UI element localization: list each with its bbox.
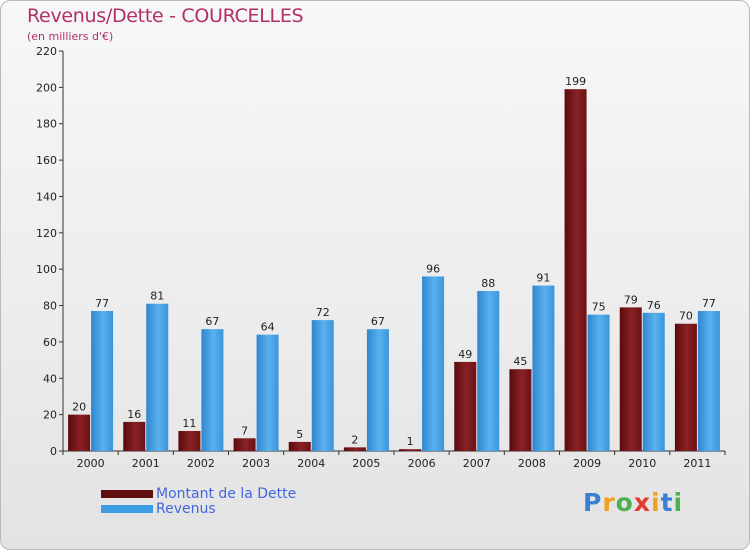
y-tick-label: 180 [36, 118, 57, 131]
legend-label-debt: Montant de la Dette [156, 486, 297, 502]
x-tick-label: 2000 [77, 457, 105, 470]
logo-letter: o [615, 488, 634, 517]
bar-revenue-2008 [532, 285, 555, 451]
value-label-revenue: 81 [150, 290, 164, 303]
y-tick-label: 20 [43, 409, 57, 422]
value-label-revenue: 88 [481, 277, 495, 290]
bar-revenue-2003 [256, 334, 279, 451]
x-tick-label: 2006 [408, 457, 436, 470]
value-label-debt: 49 [458, 348, 472, 361]
value-label-revenue: 77 [702, 297, 716, 310]
bar-revenue-2004 [311, 320, 334, 451]
x-tick-label: 2001 [132, 457, 160, 470]
value-label-debt: 7 [241, 424, 248, 437]
logo-letter: i [651, 488, 661, 517]
value-label-debt: 2 [351, 433, 358, 446]
y-tick-label: 220 [36, 45, 57, 58]
logo-letter: P [583, 488, 603, 517]
x-tick-label: 2005 [352, 457, 380, 470]
proxiti-logo[interactable]: Proxiti [583, 488, 683, 517]
y-tick-label: 200 [36, 81, 57, 94]
x-tick-label: 2003 [242, 457, 270, 470]
legend-swatch-debt [101, 490, 153, 498]
x-tick-label: 2011 [683, 457, 711, 470]
x-tick-label: 2002 [187, 457, 215, 470]
value-label-debt: 79 [624, 293, 638, 306]
bar-debt-2001 [123, 421, 146, 451]
y-tick-label: 60 [43, 336, 57, 349]
value-label-debt: 45 [513, 355, 527, 368]
value-label-revenue: 72 [316, 306, 330, 319]
chart-title: Revenus/Dette - COURCELLES [27, 5, 304, 27]
x-tick-label: 2010 [628, 457, 656, 470]
bar-debt-2011 [674, 323, 697, 451]
y-tick-label: 80 [43, 300, 57, 313]
bar-revenue-2000 [91, 311, 114, 451]
logo-letter: i [673, 488, 684, 517]
x-tick-label: 2004 [297, 457, 325, 470]
logo-letter: r [602, 488, 616, 517]
bar-debt-2004 [288, 441, 311, 451]
value-label-revenue: 91 [536, 272, 550, 285]
bar-debt-2005 [343, 447, 366, 451]
bar-debt-2003 [233, 438, 256, 451]
x-tick-label: 2009 [573, 457, 601, 470]
y-tick-label: 100 [36, 263, 57, 276]
logo-letter: x [633, 488, 651, 517]
y-tick-label: 120 [36, 227, 57, 240]
value-label-revenue: 76 [647, 299, 661, 312]
bar-debt-2002 [178, 431, 201, 451]
bar-debt-2009 [564, 89, 587, 451]
x-tick-label: 2007 [463, 457, 491, 470]
bar-revenue-2010 [642, 312, 665, 451]
value-label-revenue: 77 [95, 297, 109, 310]
chart-subtitle: (en milliers d'€) [27, 30, 114, 43]
value-label-debt: 1 [407, 435, 414, 448]
value-label-debt: 20 [72, 401, 86, 414]
y-tick-label: 0 [50, 445, 57, 458]
legend-label-revenue: Revenus [156, 501, 216, 517]
bar-debt-2007 [454, 361, 477, 451]
y-tick-label: 140 [36, 190, 57, 203]
x-tick-label: 2008 [518, 457, 546, 470]
logo-letter: t [660, 488, 674, 517]
value-label-revenue: 75 [592, 301, 606, 314]
bar-revenue-2007 [477, 291, 500, 451]
value-label-debt: 70 [679, 310, 693, 323]
y-tick-label: 160 [36, 154, 57, 167]
value-label-revenue: 67 [371, 315, 385, 328]
y-tick-label: 40 [43, 372, 57, 385]
bar-debt-2008 [509, 369, 532, 451]
bar-revenue-2005 [366, 329, 389, 451]
bar-revenue-2009 [587, 314, 610, 451]
value-label-debt: 11 [182, 417, 196, 430]
legend-swatch-revenue [101, 505, 153, 513]
bar-revenue-2011 [697, 311, 720, 451]
chart-bars [68, 89, 720, 451]
bar-revenue-2001 [146, 303, 169, 451]
value-label-revenue: 96 [426, 262, 440, 275]
chart-value-labels: 20 77 16 81 11 67 7 64 5 72 2 67 1 96 49 88 45 91 199 75 79 7… [72, 75, 716, 448]
value-label-revenue: 64 [261, 321, 275, 334]
bar-debt-2006 [399, 449, 422, 451]
bar-revenue-2006 [422, 276, 445, 451]
bar-debt-2000 [68, 414, 91, 451]
value-label-debt: 16 [127, 408, 141, 421]
value-label-revenue: 67 [205, 315, 219, 328]
value-label-debt: 5 [296, 428, 303, 441]
bar-debt-2010 [619, 307, 642, 451]
value-label-debt: 199 [565, 75, 586, 88]
bar-revenue-2002 [201, 329, 224, 451]
